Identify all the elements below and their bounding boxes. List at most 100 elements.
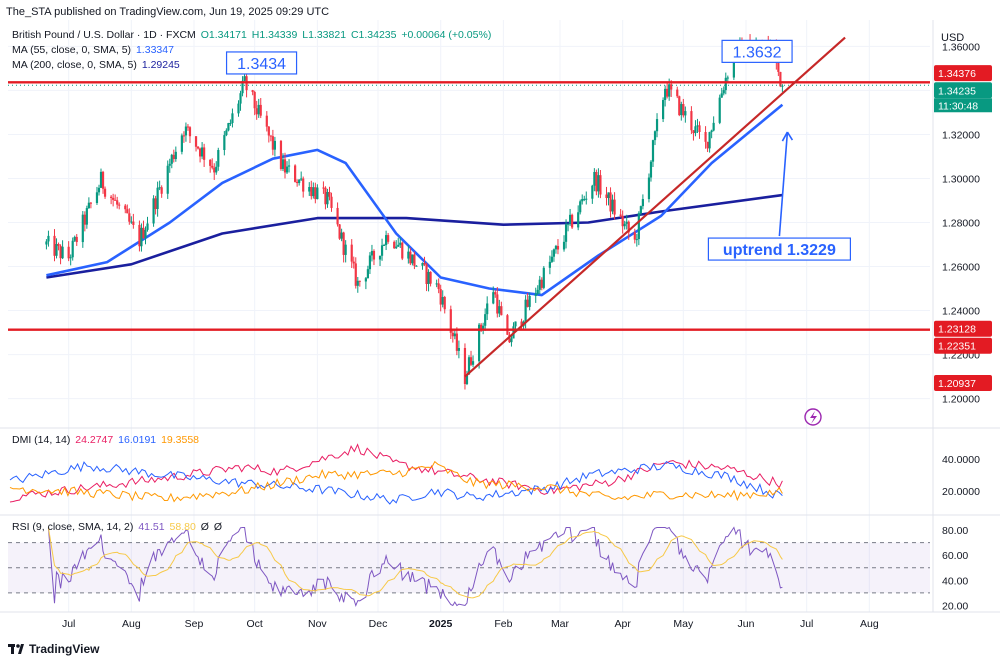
- candle-body: [75, 236, 78, 243]
- candle-body: [201, 147, 204, 157]
- ma55-value: 1.33347: [135, 44, 174, 56]
- candle-body: [186, 126, 190, 128]
- rsi-tick-label: 40.00: [942, 575, 968, 587]
- price-label-level-2: 1.23128: [938, 324, 976, 336]
- candle-body: [566, 223, 570, 225]
- price-tick-label: 1.24000: [942, 306, 980, 318]
- rsi-tick-label: 20.00: [942, 600, 968, 612]
- candle-body: [579, 201, 582, 213]
- candle-body: [726, 77, 729, 79]
- dmi-legend[interactable]: DMI (14, 14) 24.2747 16.0191 19.3558: [12, 434, 199, 446]
- candle-body: [354, 263, 357, 286]
- price-label-last: 1.34235: [938, 85, 976, 97]
- candle-body: [633, 232, 636, 240]
- candle-body: [97, 187, 101, 193]
- candle-body: [607, 192, 610, 199]
- candle-body: [322, 187, 325, 189]
- candle-body: [655, 119, 659, 132]
- candle-body: [611, 199, 614, 212]
- candle-body: [101, 171, 105, 189]
- candle-body: [146, 223, 149, 230]
- candle-body: [166, 165, 169, 194]
- candle-body: [704, 132, 707, 142]
- candle-body: [680, 104, 683, 116]
- candle-body: [651, 140, 655, 162]
- time-tick-label: Sep: [185, 618, 204, 630]
- candle-body: [380, 245, 384, 256]
- candle-body: [227, 123, 230, 131]
- candle-body: [138, 224, 141, 247]
- candle-body: [243, 76, 246, 81]
- annotation-1-3434-text: 1.3434: [237, 56, 286, 73]
- candle-body: [259, 104, 262, 116]
- candle-body: [637, 213, 640, 240]
- candle-body: [300, 178, 303, 180]
- annotation-uptrend-text: uptrend 1.3229: [723, 242, 836, 259]
- time-tick-label: Jun: [738, 618, 755, 630]
- candle-body: [526, 299, 529, 307]
- candle-body: [103, 188, 107, 197]
- candle-body: [469, 357, 473, 365]
- candle-body: [536, 289, 539, 294]
- footer-brand[interactable]: TradingView: [8, 642, 99, 656]
- ma55-legend[interactable]: MA (55, close, 0, SMA, 5) 1.33347: [12, 44, 174, 56]
- candle-body: [435, 283, 438, 285]
- candle-body: [581, 199, 584, 202]
- candle-body: [427, 271, 430, 284]
- candle-body: [696, 125, 699, 127]
- candle-body: [265, 115, 268, 127]
- ohlc-high: H1.34339: [251, 29, 298, 41]
- candle-body: [198, 148, 202, 157]
- candle-body: [623, 223, 626, 227]
- candle-body: [492, 292, 495, 304]
- candle-body: [194, 136, 198, 147]
- candle-body: [451, 332, 454, 337]
- candle-body: [281, 159, 285, 169]
- time-tick-label: Dec: [369, 618, 388, 630]
- symbol-title[interactable]: British Pound / U.S. Dollar · 1D · FXCM: [12, 29, 196, 41]
- candle-body: [609, 192, 612, 212]
- candle-body: [779, 71, 782, 87]
- candle-body: [55, 244, 58, 256]
- time-tick-label: Jul: [62, 618, 75, 630]
- rsi-na-2: Ø: [213, 521, 222, 533]
- candle-body: [95, 192, 99, 203]
- candle-body: [372, 250, 376, 260]
- candle-body: [45, 241, 48, 245]
- candle-body: [597, 175, 600, 192]
- time-tick-label: Mar: [551, 618, 570, 630]
- price-label-last-bg: [934, 82, 992, 99]
- candle-body: [368, 255, 372, 270]
- ma200-value: 1.29245: [141, 59, 180, 71]
- candle-body: [514, 321, 517, 327]
- candle-body: [437, 283, 440, 290]
- candle-body: [99, 171, 103, 188]
- candle-body: [110, 196, 113, 198]
- candle-body: [287, 165, 291, 167]
- candle-body: [463, 348, 467, 385]
- candle-body: [397, 244, 400, 247]
- candle-body: [53, 235, 56, 256]
- candle-body: [429, 271, 432, 284]
- currency-label[interactable]: USD: [941, 32, 965, 44]
- candle-body: [439, 289, 442, 305]
- candle-body: [253, 92, 256, 109]
- rsi-ma-value: 58.80: [169, 521, 196, 533]
- price-label-level-3-bg: [934, 337, 992, 354]
- candle-body: [229, 122, 232, 124]
- candle-body: [552, 249, 556, 257]
- candle-body: [542, 267, 545, 288]
- candle-body: [57, 244, 60, 246]
- candle-body: [453, 333, 456, 337]
- candle-body: [664, 88, 667, 100]
- candle-body: [480, 324, 483, 329]
- candle-body: [87, 202, 90, 209]
- rsi-legend[interactable]: RSI (9, close, SMA, 14, 2) 41.51 58.80 Ø…: [12, 521, 222, 533]
- candle-body: [310, 187, 313, 197]
- price-label-timer-bg: [934, 98, 992, 113]
- candle-body: [653, 131, 657, 141]
- candle-body: [571, 214, 574, 228]
- candle-body: [328, 191, 331, 197]
- ma200-legend[interactable]: MA (200, close, 0, SMA, 5) 1.29245: [12, 59, 180, 71]
